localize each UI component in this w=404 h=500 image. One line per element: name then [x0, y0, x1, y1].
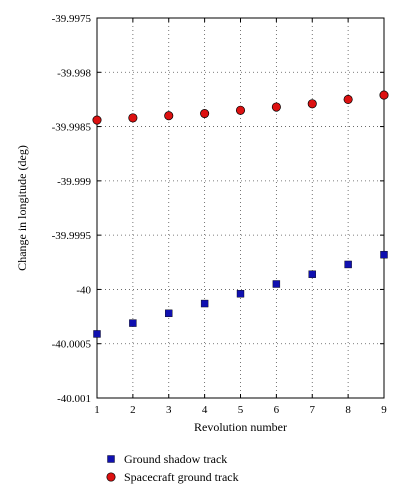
data-point [235, 105, 246, 115]
x-tick-label: 1 [94, 404, 100, 416]
series-ground-shadow-track [93, 250, 388, 338]
x-tick-label: 3 [166, 404, 172, 416]
legend-item: Spacecraft ground track [106, 470, 239, 484]
legend-label: Ground shadow track [124, 452, 227, 466]
data-point [164, 111, 174, 121]
data-point [307, 99, 317, 109]
data-point [380, 250, 388, 259]
legend: Ground shadow track Spacecraft ground tra… [106, 452, 239, 484]
data-point [308, 270, 316, 278]
data-point [128, 113, 138, 123]
data-point [236, 290, 245, 298]
y-axis-label: Change in longitude (deg) [15, 145, 29, 271]
x-tick-label: 9 [381, 404, 387, 416]
y-axis-tick-labels: -39.9975 -39.998 -39.9985 -39.999 -39.9995 -4… [52, 13, 92, 405]
data-point [344, 260, 352, 269]
grid [97, 18, 384, 398]
y-tick-label: -39.9985 [52, 122, 92, 134]
series-spacecraft-ground-track [92, 90, 389, 125]
legend-label: Spacecraft ground track [124, 470, 239, 484]
y-tick-label: -40.001 [57, 393, 91, 405]
data-point [271, 102, 281, 112]
data-point [343, 94, 353, 104]
legend-marker [107, 455, 115, 463]
data-series [92, 90, 389, 338]
x-tick-label: 6 [274, 404, 280, 416]
x-tick-label: 2 [130, 404, 136, 416]
data-point [165, 309, 173, 318]
legend-item: Ground shadow track [107, 452, 227, 466]
plot-area-frame [96, 17, 385, 399]
y-tick-label: -39.9975 [52, 13, 92, 25]
data-point [200, 299, 209, 308]
data-point [200, 108, 210, 119]
y-tick-label: -40 [76, 284, 91, 296]
y-tick-label: -39.998 [57, 67, 91, 79]
y-tick-label: -40.0005 [52, 339, 92, 351]
data-point [129, 319, 137, 327]
x-tick-label: 5 [238, 404, 244, 416]
y-tick-label: -39.999 [57, 176, 91, 188]
x-tick-label: 4 [202, 404, 208, 416]
x-tick-label: 7 [310, 404, 316, 416]
data-point [93, 330, 101, 338]
data-point [92, 115, 102, 125]
data-point [379, 90, 389, 100]
x-axis-tick-labels: 1 2 3 4 5 6 7 8 9 [94, 404, 387, 416]
y-tick-label: -39.9995 [52, 230, 92, 242]
legend-marker [106, 472, 116, 482]
x-tick-label: 8 [345, 404, 351, 416]
x-axis-label: Revolution number [194, 420, 287, 434]
data-point [272, 280, 281, 288]
